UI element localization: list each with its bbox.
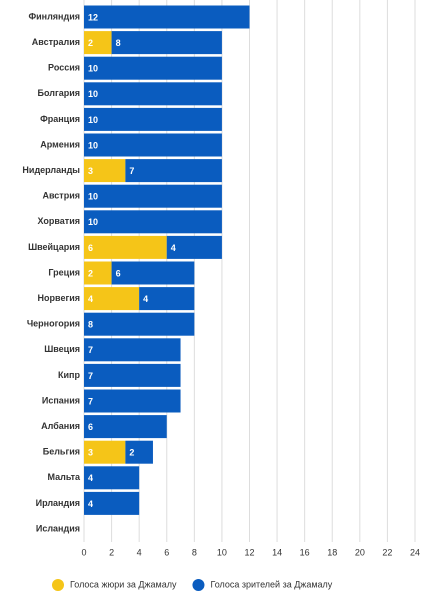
- data-label: 2: [88, 268, 93, 278]
- x-tick-label: 24: [410, 547, 420, 557]
- bar-segment: [84, 210, 222, 234]
- bar-segment: [84, 107, 222, 131]
- data-label: 4: [88, 499, 93, 509]
- y-tick-label: Албания: [41, 421, 80, 431]
- bar-segment: [111, 261, 195, 285]
- bar-segment: [84, 338, 181, 362]
- bar-segment: [111, 31, 222, 55]
- bar-segment: [84, 363, 181, 387]
- bar-segment: [84, 491, 140, 515]
- data-label: 4: [88, 294, 93, 304]
- x-tick-label: 6: [164, 547, 169, 557]
- bar-segment: [84, 82, 222, 106]
- legend-label: Голоса зрителей за Джамалу: [210, 579, 332, 589]
- y-tick-label: Австралия: [32, 37, 80, 47]
- bar-segment: [84, 235, 167, 259]
- data-label: 4: [143, 294, 148, 304]
- x-tick-label: 14: [272, 547, 282, 557]
- data-label: 6: [116, 268, 121, 278]
- y-tick-label: Испания: [42, 395, 80, 405]
- data-label: 7: [88, 396, 93, 406]
- data-label: 2: [88, 38, 93, 48]
- bar-segment: [125, 440, 153, 464]
- bar-segment: [84, 31, 112, 55]
- bar-segment: [84, 312, 195, 336]
- y-tick-label: Мальта: [48, 472, 81, 482]
- bar-segment: [84, 184, 222, 208]
- data-label: 2: [129, 448, 134, 458]
- y-tick-label: Исландия: [36, 523, 80, 533]
- bar-segment: [166, 235, 222, 259]
- y-tick-label: Кипр: [58, 370, 80, 380]
- data-label: 3: [88, 166, 93, 176]
- x-tick-label: 8: [192, 547, 197, 557]
- x-tick-label: 22: [382, 547, 392, 557]
- x-tick-label: 18: [327, 547, 337, 557]
- data-label: 7: [88, 345, 93, 355]
- x-tick-label: 12: [244, 547, 254, 557]
- y-tick-label: Норвегия: [38, 293, 80, 303]
- data-label: 6: [88, 422, 93, 432]
- data-label: 6: [88, 243, 93, 253]
- y-tick-label: Нидерланды: [22, 165, 80, 175]
- legend-marker: [192, 579, 205, 591]
- x-tick-label: 16: [300, 547, 310, 557]
- bar-segment: [84, 466, 140, 490]
- legend-marker: [52, 579, 64, 591]
- data-label: 10: [88, 192, 98, 202]
- data-label: 10: [88, 140, 98, 150]
- x-tick-label: 20: [355, 547, 365, 557]
- data-label: 8: [116, 38, 121, 48]
- bar-segment: [125, 159, 222, 183]
- y-tick-label: Австрия: [42, 191, 80, 201]
- bar-segment: [139, 287, 195, 311]
- bar-segment: [84, 56, 222, 80]
- bar-segment: [84, 133, 222, 157]
- y-tick-label: Болгария: [38, 88, 81, 98]
- x-tick-label: 2: [109, 547, 114, 557]
- bar-segment: [84, 287, 140, 311]
- y-tick-label: Швеция: [44, 344, 80, 354]
- y-tick-label: Швейцария: [28, 242, 80, 252]
- data-label: 8: [88, 320, 93, 330]
- y-tick-label: Франция: [40, 114, 80, 124]
- y-tick-label: Ирландия: [36, 498, 80, 508]
- x-tick-label: 10: [217, 547, 227, 557]
- y-tick-label: Бельгия: [43, 447, 80, 457]
- legend-label: Голоса жюри за Джамалу: [70, 579, 177, 589]
- data-label: 10: [88, 64, 98, 74]
- y-tick-label: Россия: [48, 63, 80, 73]
- bar-segment: [84, 5, 250, 29]
- y-tick-label: Хорватия: [38, 216, 81, 226]
- data-label: 12: [88, 12, 98, 22]
- data-label: 10: [88, 217, 98, 227]
- y-tick-label: Армения: [40, 139, 80, 149]
- y-tick-label: Греция: [48, 267, 80, 277]
- bar-segment: [84, 440, 126, 464]
- bar-segment: [84, 389, 181, 413]
- bar-segment: [84, 415, 167, 439]
- data-label: 7: [88, 371, 93, 381]
- data-label: 10: [88, 89, 98, 99]
- bar-segment: [84, 261, 112, 285]
- data-label: 3: [88, 448, 93, 458]
- x-tick-label: 0: [81, 547, 86, 557]
- y-tick-label: Финляндия: [28, 11, 80, 21]
- data-label: 4: [88, 473, 93, 483]
- data-label: 7: [129, 166, 134, 176]
- y-tick-label: Черногория: [27, 319, 80, 329]
- x-tick-label: 4: [137, 547, 142, 557]
- data-label: 10: [88, 115, 98, 125]
- bar-segment: [84, 159, 126, 183]
- data-label: 4: [171, 243, 176, 253]
